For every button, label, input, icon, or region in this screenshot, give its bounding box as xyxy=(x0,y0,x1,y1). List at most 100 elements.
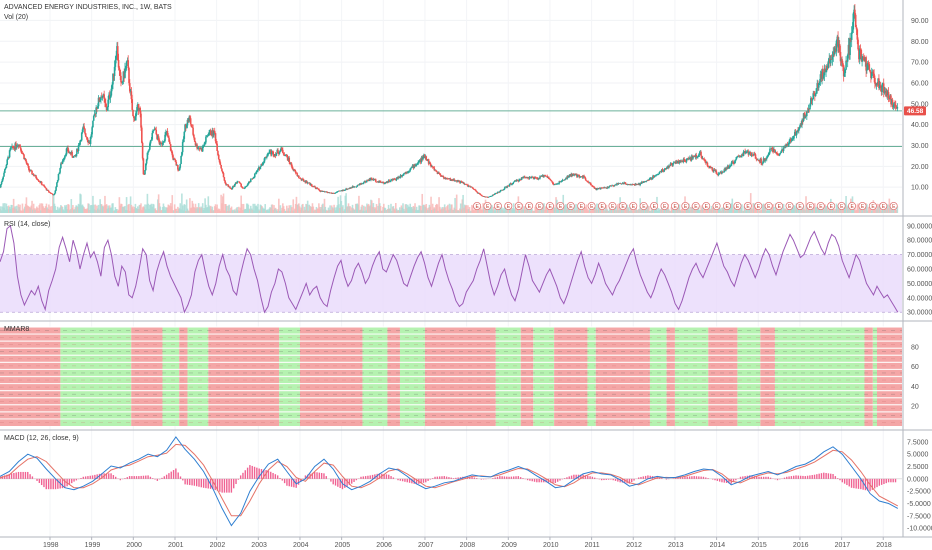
earnings-marker[interactable] xyxy=(535,201,544,210)
earnings-marker[interactable] xyxy=(514,201,523,210)
earnings-marker[interactable] xyxy=(618,201,627,210)
volume-bar xyxy=(423,204,425,213)
candle-body xyxy=(100,97,102,101)
candle-body xyxy=(810,98,812,105)
earnings-marker[interactable] xyxy=(795,201,804,210)
candle-body xyxy=(451,180,454,181)
earnings-marker[interactable] xyxy=(525,201,534,210)
earnings-marker[interactable] xyxy=(545,201,554,210)
earnings-marker[interactable] xyxy=(806,201,815,210)
earnings-marker[interactable] xyxy=(879,201,888,210)
candle-body xyxy=(658,172,661,174)
earnings-marker[interactable] xyxy=(837,201,846,210)
candle-body xyxy=(727,166,730,169)
earnings-marker[interactable] xyxy=(764,201,773,210)
earnings-marker[interactable] xyxy=(639,201,648,210)
earnings-marker[interactable] xyxy=(493,201,502,210)
earnings-marker[interactable] xyxy=(608,201,617,210)
volume-bar xyxy=(519,208,522,213)
earnings-marker[interactable] xyxy=(816,201,825,210)
macd-histogram-bar xyxy=(207,478,209,489)
volume-bar xyxy=(52,195,54,213)
earnings-marker[interactable] xyxy=(587,201,596,210)
candle-body xyxy=(882,83,885,93)
earnings-marker[interactable] xyxy=(827,201,836,210)
volume-bar xyxy=(24,206,26,213)
earnings-marker[interactable] xyxy=(598,201,607,210)
candle-body xyxy=(279,149,282,152)
macd-histogram-bar xyxy=(774,478,776,480)
earnings-marker[interactable] xyxy=(556,201,565,210)
volume-bar xyxy=(56,210,58,213)
volume-bar xyxy=(763,204,766,213)
volume-bar xyxy=(31,200,33,213)
earnings-marker[interactable] xyxy=(681,201,690,210)
price-pane[interactable] xyxy=(0,0,903,215)
candle-body xyxy=(601,187,604,189)
time-axis[interactable]: 1998 1999 2000 2001 2002 2003 2004 2005 2006 2007… xyxy=(43,537,892,549)
candle-body xyxy=(11,145,13,148)
earnings-marker[interactable] xyxy=(848,201,857,210)
candle-body xyxy=(21,152,24,154)
earnings-marker[interactable] xyxy=(858,201,867,210)
candle-body xyxy=(201,148,203,152)
earnings-marker[interactable] xyxy=(629,201,638,210)
earnings-marker[interactable] xyxy=(691,201,700,210)
candle-body xyxy=(642,182,645,183)
earnings-marker[interactable] xyxy=(712,201,721,210)
volume-bar xyxy=(195,208,198,213)
macd-pane[interactable] xyxy=(0,431,903,536)
volume-bar xyxy=(280,210,283,213)
volume-bar xyxy=(366,203,368,213)
macd-histogram-bar xyxy=(84,476,87,479)
earnings-marker[interactable] xyxy=(473,201,482,210)
earnings-marker[interactable] xyxy=(577,201,586,210)
candle-body xyxy=(267,153,270,155)
macd-histogram-bar xyxy=(385,474,388,479)
earnings-marker[interactable] xyxy=(483,201,492,210)
volume-bar xyxy=(558,209,561,213)
candle-body xyxy=(572,174,575,175)
volume-bar xyxy=(728,207,730,213)
macd-histogram-bar xyxy=(758,476,760,479)
earnings-marker[interactable] xyxy=(702,201,711,210)
volume-bar xyxy=(153,208,156,213)
macd-histogram-bar xyxy=(24,471,27,479)
macd-histogram-bar xyxy=(637,477,640,479)
earnings-marker[interactable] xyxy=(566,201,575,210)
candle-body xyxy=(122,71,125,82)
candle-body xyxy=(439,173,441,175)
macd-histogram-bar xyxy=(15,472,17,479)
earnings-marker[interactable] xyxy=(733,201,742,210)
candle-body xyxy=(657,173,660,175)
candle-body xyxy=(894,104,897,107)
volume-bar xyxy=(247,204,250,213)
earnings-marker[interactable] xyxy=(868,201,877,210)
volume-bar xyxy=(814,207,817,213)
candle-body xyxy=(305,181,307,183)
candle-body xyxy=(402,174,404,176)
earnings-marker[interactable] xyxy=(660,201,669,210)
earnings-marker[interactable] xyxy=(754,201,763,210)
candle-body xyxy=(646,180,649,182)
candle-body xyxy=(677,160,680,163)
volume-bar xyxy=(447,204,449,213)
macd-histogram-bar xyxy=(712,478,714,480)
volume-bar xyxy=(669,210,671,213)
candle-body xyxy=(679,160,682,162)
candle-body xyxy=(612,185,614,186)
earnings-marker[interactable] xyxy=(670,201,679,210)
macd-histogram-bar xyxy=(494,477,496,479)
earnings-marker[interactable] xyxy=(889,201,898,210)
rsi-tick-label: 60.0000 xyxy=(907,267,932,274)
earnings-marker[interactable] xyxy=(650,201,659,210)
earnings-marker[interactable] xyxy=(743,201,752,210)
earnings-marker[interactable] xyxy=(723,201,732,210)
earnings-marker[interactable] xyxy=(775,201,784,210)
candle-body xyxy=(59,168,61,173)
earnings-marker[interactable] xyxy=(785,201,794,210)
macd-histogram-bar xyxy=(802,475,804,479)
macd-histogram-bar xyxy=(890,478,892,483)
earnings-marker[interactable] xyxy=(504,201,513,210)
